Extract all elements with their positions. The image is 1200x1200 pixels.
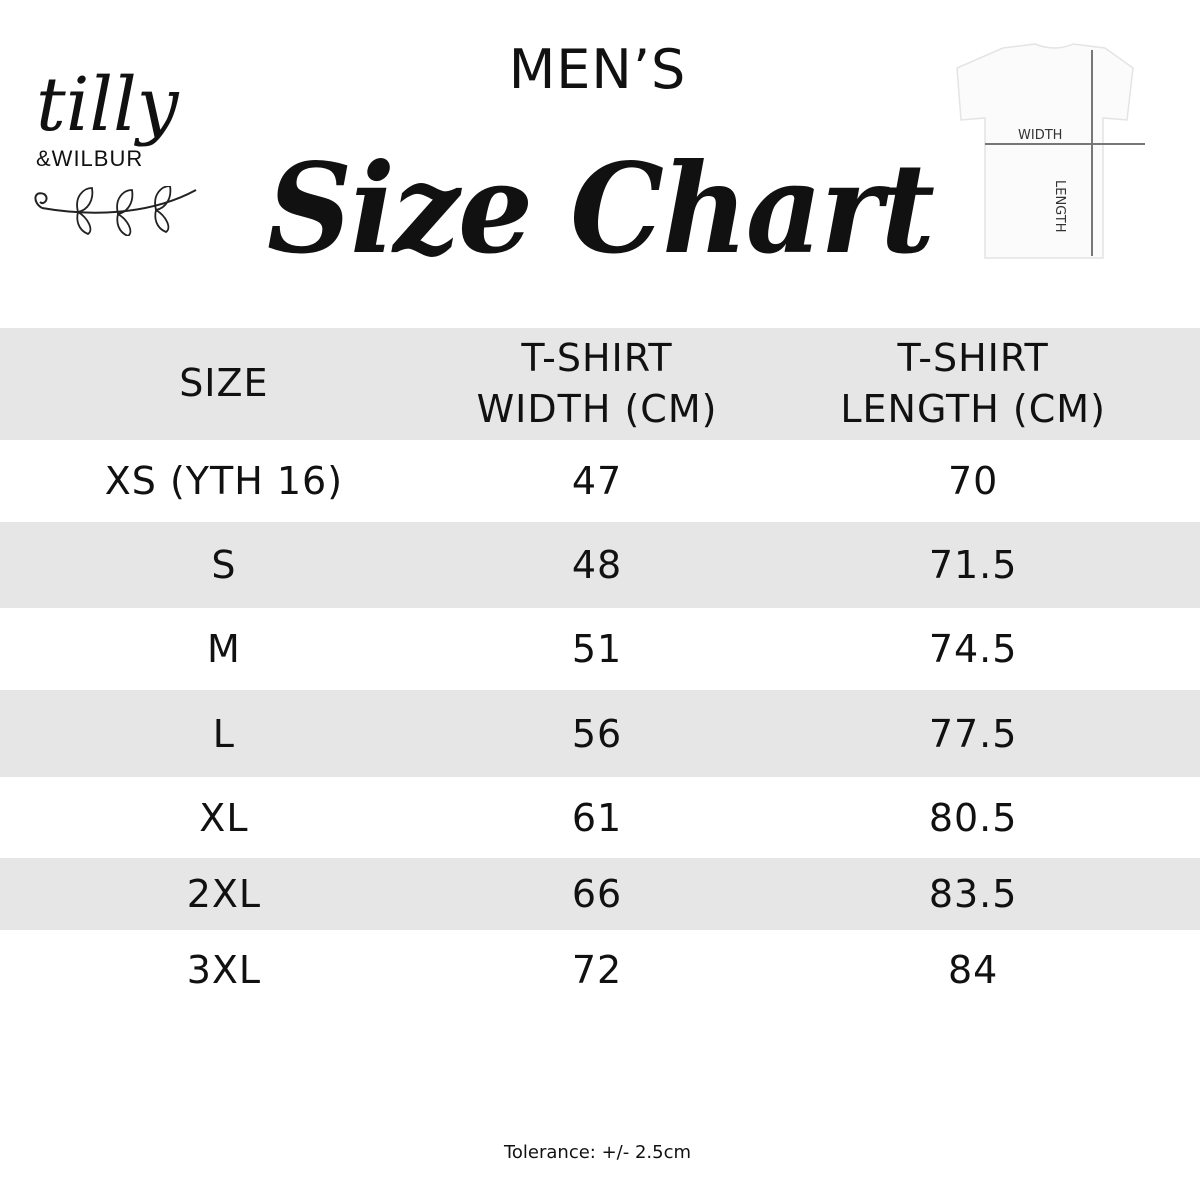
cell-width: 56 [571, 711, 623, 756]
t-shirt-icon: WIDTH LENGTH [955, 40, 1155, 260]
cell-size: L [212, 711, 235, 756]
header-label: WIDTH (CM) [476, 387, 718, 431]
cell-width: 51 [571, 627, 623, 671]
header-label: T-SHIRT [897, 335, 1049, 380]
cell-width: 61 [571, 795, 623, 840]
table-row: XS (YTH 16) 47 70 [0, 440, 1200, 522]
table-row: L 56 77.5 [0, 690, 1200, 777]
tolerance-note: Tolerance: +/- 2.5cm [503, 1142, 692, 1163]
header-label: LENGTH (CM) [840, 387, 1106, 431]
header-width: T-SHIRT WIDTH (CM) [448, 333, 747, 436]
leaf-branch-icon [34, 186, 197, 236]
cell-size: 2XL [186, 872, 262, 916]
cell-length: 70 [947, 459, 999, 503]
cell-length: 71.5 [928, 543, 1018, 587]
cell-size: 3XL [186, 948, 262, 992]
logo-subtext: &WILBUR [36, 146, 144, 171]
cell-length: 83.5 [928, 872, 1018, 916]
brand-logo: tilly &WILBUR [28, 68, 203, 238]
table-row: XL 61 80.5 [0, 777, 1200, 858]
header-label: T-SHIRT [521, 335, 673, 380]
cell-width: 47 [571, 459, 623, 503]
table-row: 3XL 72 84 [0, 930, 1200, 1010]
table-row: S 48 71.5 [0, 522, 1200, 608]
header-label: SIZE [179, 361, 269, 406]
cell-size: XL [199, 795, 249, 840]
cell-size: M [206, 627, 241, 671]
page-subtitle: MEN’S [508, 38, 687, 101]
cell-width: 72 [571, 948, 623, 992]
table-row: M 51 74.5 [0, 608, 1200, 690]
cell-length: 77.5 [928, 711, 1018, 756]
logo-text: tilly [36, 62, 179, 148]
cell-length: 84 [947, 948, 999, 992]
cell-width: 48 [571, 543, 623, 587]
size-table: SIZE T-SHIRT WIDTH (CM) T-SHIRT LENGTH (CM… [0, 328, 1200, 1010]
header-length: T-SHIRT LENGTH (CM) [746, 333, 1200, 436]
cell-size: S [211, 543, 237, 587]
header-size: SIZE [0, 358, 448, 409]
table-header-row: SIZE T-SHIRT WIDTH (CM) T-SHIRT LENGTH (CM… [0, 328, 1200, 440]
cell-length: 74.5 [928, 627, 1018, 671]
cell-size: XS (YTH 16) [104, 459, 344, 503]
width-label: WIDTH [1018, 128, 1063, 143]
table-row: 2XL 66 83.5 [0, 858, 1200, 930]
cell-width: 66 [571, 872, 623, 916]
cell-length: 80.5 [928, 795, 1018, 840]
length-label: LENGTH [1052, 180, 1067, 233]
page-title: Size Chart [266, 135, 935, 282]
